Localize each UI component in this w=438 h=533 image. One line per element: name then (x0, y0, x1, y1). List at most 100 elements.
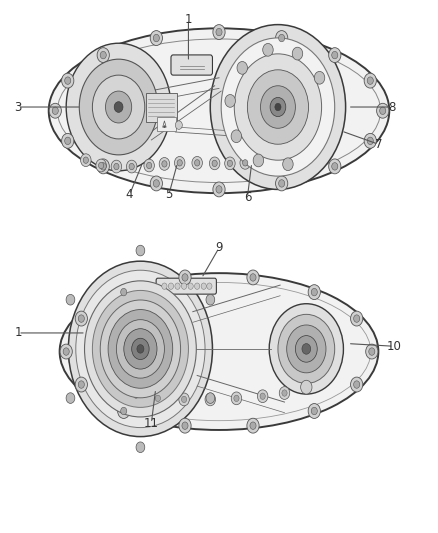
Circle shape (111, 160, 122, 173)
Circle shape (100, 300, 180, 398)
Circle shape (302, 344, 311, 354)
Circle shape (367, 137, 373, 144)
Circle shape (83, 157, 88, 164)
Circle shape (276, 176, 288, 191)
Circle shape (282, 390, 287, 396)
Circle shape (231, 392, 242, 405)
Circle shape (114, 164, 119, 169)
FancyBboxPatch shape (146, 93, 177, 122)
Text: 10: 10 (386, 340, 401, 353)
Circle shape (253, 154, 264, 167)
Circle shape (114, 102, 123, 112)
Circle shape (269, 304, 343, 394)
Text: 7: 7 (374, 138, 382, 151)
Text: 6: 6 (244, 191, 251, 204)
Circle shape (137, 345, 144, 353)
Circle shape (124, 329, 157, 369)
Circle shape (369, 348, 375, 356)
Circle shape (366, 344, 378, 359)
FancyBboxPatch shape (156, 278, 216, 294)
Circle shape (247, 70, 308, 144)
Circle shape (231, 130, 242, 143)
Circle shape (287, 325, 326, 373)
Circle shape (270, 98, 286, 117)
Circle shape (201, 283, 206, 289)
Circle shape (206, 393, 215, 403)
Circle shape (279, 386, 290, 399)
Circle shape (192, 157, 202, 169)
Circle shape (153, 180, 159, 187)
Circle shape (175, 121, 182, 130)
Circle shape (153, 34, 159, 42)
Ellipse shape (49, 28, 389, 193)
Circle shape (221, 38, 335, 176)
Text: 4: 4 (126, 188, 133, 201)
Circle shape (328, 159, 341, 174)
Circle shape (159, 158, 170, 170)
Circle shape (216, 185, 222, 193)
Circle shape (162, 161, 167, 167)
Circle shape (152, 392, 163, 405)
Circle shape (62, 73, 74, 88)
Circle shape (275, 103, 281, 111)
Text: 1: 1 (14, 326, 22, 340)
Circle shape (78, 315, 85, 322)
Circle shape (134, 392, 139, 398)
Circle shape (247, 418, 259, 433)
Circle shape (97, 159, 110, 174)
Circle shape (174, 157, 185, 169)
Text: 5: 5 (165, 188, 173, 201)
Circle shape (377, 103, 389, 118)
Circle shape (194, 283, 200, 289)
Circle shape (350, 311, 363, 326)
Circle shape (332, 163, 338, 170)
Circle shape (292, 47, 303, 60)
Circle shape (240, 157, 251, 169)
Circle shape (76, 270, 205, 427)
Circle shape (278, 314, 335, 383)
Circle shape (213, 25, 225, 39)
Circle shape (205, 393, 215, 406)
Circle shape (353, 381, 360, 388)
Circle shape (150, 176, 162, 191)
Circle shape (181, 283, 187, 289)
Circle shape (108, 310, 173, 388)
Circle shape (66, 43, 171, 171)
Circle shape (100, 163, 106, 170)
Text: 3: 3 (14, 101, 22, 114)
Circle shape (295, 336, 317, 362)
Circle shape (258, 390, 268, 402)
Circle shape (179, 393, 189, 406)
Circle shape (147, 163, 152, 168)
Circle shape (314, 71, 325, 84)
Circle shape (118, 403, 130, 418)
Circle shape (250, 274, 256, 281)
Circle shape (75, 377, 88, 392)
Circle shape (210, 25, 346, 189)
Circle shape (308, 285, 320, 300)
Circle shape (208, 396, 213, 402)
Circle shape (100, 51, 106, 59)
Circle shape (181, 396, 187, 402)
Circle shape (207, 283, 212, 289)
Circle shape (92, 75, 145, 139)
Circle shape (276, 30, 288, 45)
Circle shape (283, 158, 293, 171)
Circle shape (52, 107, 58, 115)
Circle shape (60, 344, 72, 359)
Circle shape (225, 94, 235, 107)
Circle shape (62, 133, 74, 148)
Circle shape (194, 160, 200, 166)
Circle shape (332, 51, 338, 59)
Circle shape (179, 418, 191, 433)
Circle shape (353, 315, 360, 322)
Circle shape (120, 407, 127, 415)
Circle shape (179, 270, 191, 285)
Circle shape (85, 281, 196, 417)
FancyBboxPatch shape (171, 55, 212, 75)
Circle shape (132, 338, 149, 360)
Circle shape (234, 54, 321, 160)
Circle shape (144, 159, 154, 172)
Circle shape (175, 283, 180, 289)
Circle shape (136, 245, 145, 256)
